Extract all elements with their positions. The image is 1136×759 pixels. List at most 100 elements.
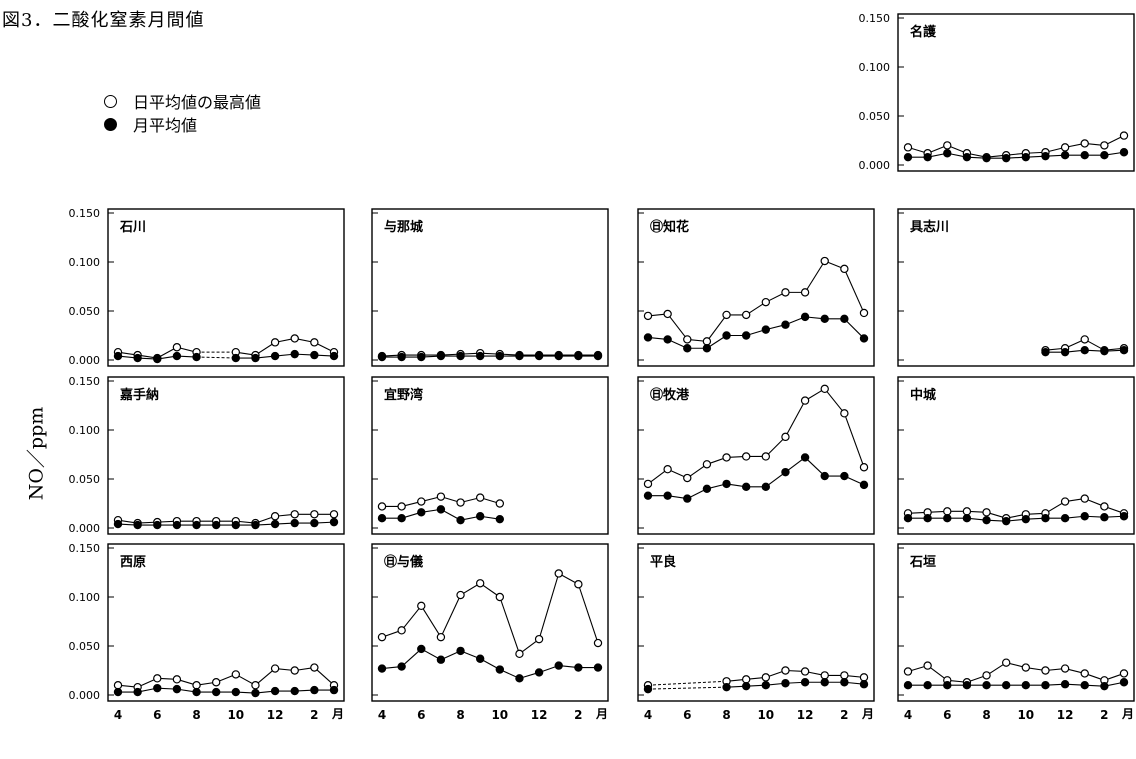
data-point-max — [800, 667, 810, 676]
data-point-mean — [456, 351, 465, 361]
figure-title: 図3．二酸化窒素月間値 — [2, 10, 205, 31]
data-point-mean — [643, 684, 653, 694]
data-point-max — [761, 297, 771, 307]
data-point-mean — [397, 662, 406, 671]
data-point-mean — [1021, 681, 1031, 690]
series-line-max — [499, 596, 520, 655]
data-point-mean — [1001, 516, 1011, 526]
data-point-max — [1060, 143, 1070, 152]
data-point-max — [1080, 494, 1089, 503]
series-line-max — [577, 584, 599, 644]
data-point-mean — [133, 520, 142, 530]
x-tick-label: 6 — [943, 708, 951, 722]
data-point-max — [820, 384, 829, 394]
data-point-mean — [800, 678, 810, 687]
data-point-mean — [113, 351, 123, 361]
data-point-mean — [741, 331, 751, 340]
data-point-mean — [153, 683, 162, 693]
y-tick-label: 0.150 — [859, 12, 891, 25]
y-tick-label: 0.100 — [859, 61, 891, 74]
data-point-mean — [192, 520, 201, 530]
data-point-mean — [982, 515, 991, 525]
data-point-mean — [1080, 512, 1089, 521]
data-point-mean — [133, 687, 142, 697]
data-point-mean — [153, 520, 162, 530]
y-tick-label: 0.150 — [69, 542, 101, 555]
data-point-max — [982, 508, 991, 517]
data-point-mean — [113, 687, 123, 697]
data-point-mean — [1021, 152, 1031, 162]
data-point-mean — [593, 351, 603, 361]
data-point-max — [962, 507, 972, 516]
data-point-mean — [377, 664, 387, 673]
data-point-max — [943, 507, 952, 516]
data-point-max — [1021, 663, 1031, 672]
data-point-max — [397, 626, 406, 635]
data-point-mean — [475, 512, 485, 521]
data-point-max — [456, 590, 465, 600]
data-point-max — [1060, 664, 1070, 673]
data-point-max — [290, 666, 299, 675]
data-point-mean — [1060, 347, 1070, 357]
data-point-max — [781, 288, 790, 297]
data-point-mean — [1041, 681, 1050, 690]
data-point-mean — [290, 686, 299, 696]
data-point-max — [663, 465, 672, 474]
y-tick-label: 0.100 — [69, 591, 101, 604]
data-point-mean — [310, 350, 319, 360]
x-tick-label: 2 — [310, 708, 318, 722]
panel-title: 石川 — [119, 220, 146, 235]
data-point-max — [113, 681, 123, 690]
data-point-mean — [290, 518, 299, 528]
data-point-mean — [377, 352, 387, 362]
data-point-max — [859, 673, 869, 682]
y-tick-label: 0.000 — [69, 522, 101, 535]
data-point-mean — [962, 681, 972, 690]
data-point-mean — [800, 453, 810, 462]
data-point-mean — [436, 351, 446, 361]
data-point-max — [1119, 669, 1129, 678]
data-point-max — [1119, 131, 1129, 140]
x-tick-label: 10 — [227, 708, 244, 722]
data-point-mean — [192, 352, 201, 362]
data-point-mean — [270, 351, 280, 361]
data-point-mean — [722, 331, 731, 340]
data-point-max — [923, 661, 932, 670]
data-point-max — [741, 675, 751, 684]
panel-title: 具志川 — [910, 219, 949, 235]
panel-title: ㊐牧港 — [650, 387, 690, 403]
panel-frame — [637, 376, 875, 535]
y-tick-label: 0.150 — [69, 375, 101, 388]
data-point-mean — [270, 519, 280, 529]
data-point-mean — [840, 678, 849, 687]
data-point-mean — [251, 520, 260, 530]
data-point-mean — [329, 351, 339, 361]
x-tick-label: 12 — [531, 708, 548, 722]
data-point-mean — [923, 152, 932, 162]
data-point-mean — [683, 494, 692, 503]
series-line-mean — [804, 457, 826, 477]
series-line-max — [706, 314, 727, 342]
data-point-max — [1080, 335, 1089, 344]
data-point-max — [534, 634, 544, 644]
series-line-max — [843, 268, 865, 314]
data-point-max — [554, 569, 563, 578]
data-point-mean — [962, 514, 972, 523]
data-point-max — [270, 338, 280, 347]
data-point-max — [1041, 666, 1050, 675]
data-point-max — [781, 666, 790, 675]
data-point-mean — [270, 686, 280, 696]
x-tick-label: 12 — [1057, 708, 1074, 722]
x-unit-label: 月 — [1121, 707, 1134, 721]
data-point-mean — [574, 351, 583, 361]
x-tick-label: 4 — [114, 708, 122, 722]
data-point-mean — [943, 681, 952, 690]
series-line-max — [440, 594, 462, 638]
data-point-max — [417, 497, 426, 506]
data-point-max — [310, 510, 319, 519]
data-point-max — [761, 452, 771, 461]
data-point-max — [903, 143, 913, 152]
data-point-mean — [761, 325, 771, 334]
data-point-mean — [840, 314, 849, 324]
series-line-max — [420, 605, 442, 638]
